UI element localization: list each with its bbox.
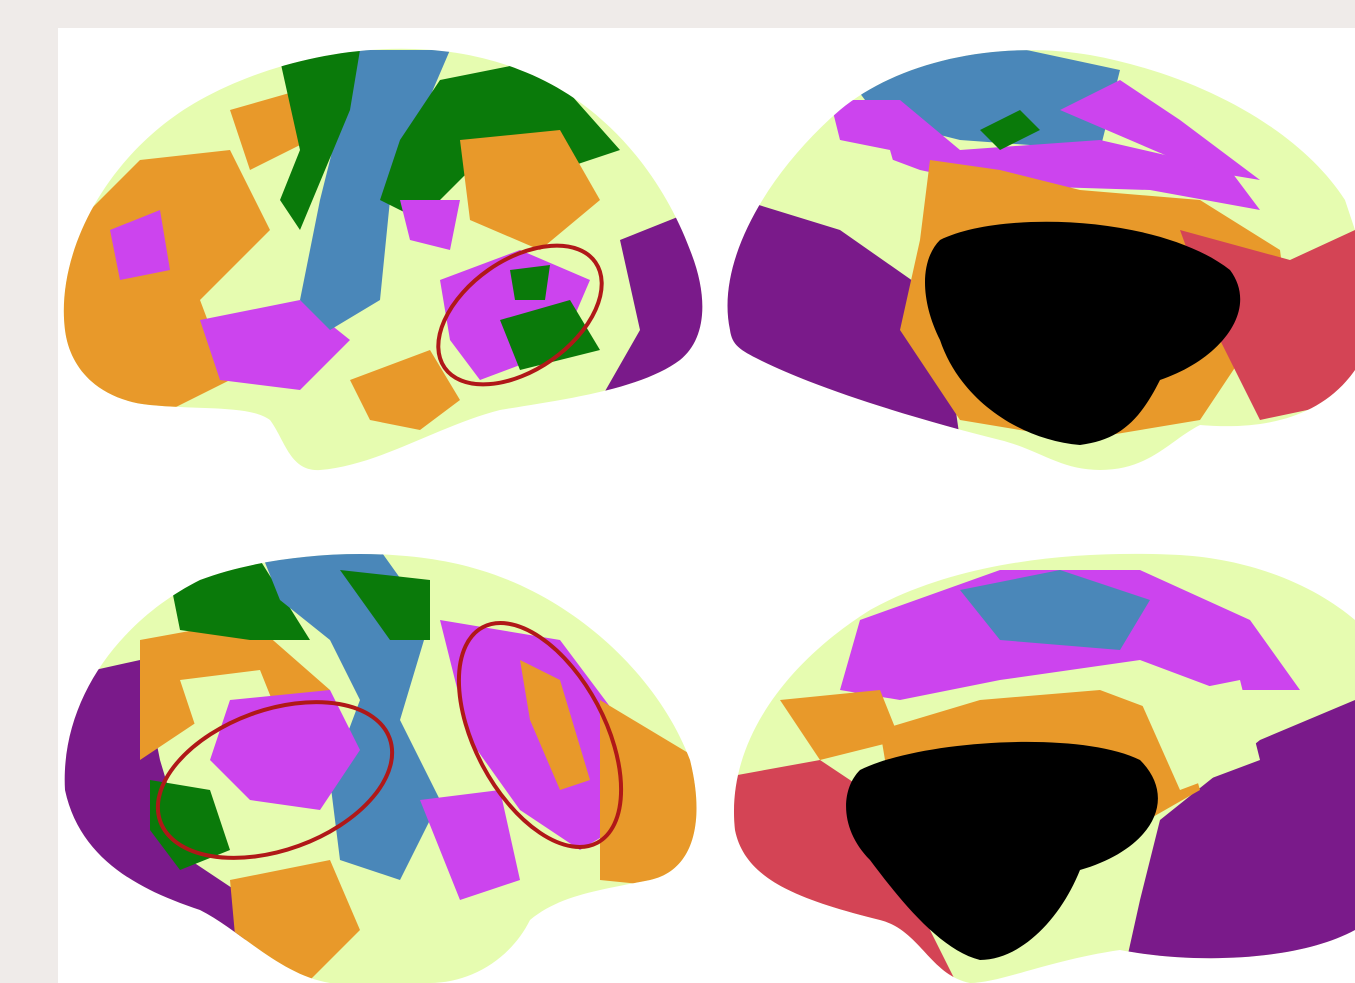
brain-medial-right (710, 540, 1355, 983)
brain-medial-left (710, 30, 1355, 490)
brain-figure (0, 0, 1355, 983)
page: Brain surface {} html, body { margin: 0;… (0, 0, 1355, 983)
patch (510, 265, 550, 300)
brain-lateral-right (50, 540, 720, 983)
page-body: (() => { const data = JSON.parse(documen… (0, 0, 1355, 983)
brain-lateral-left (50, 30, 720, 490)
